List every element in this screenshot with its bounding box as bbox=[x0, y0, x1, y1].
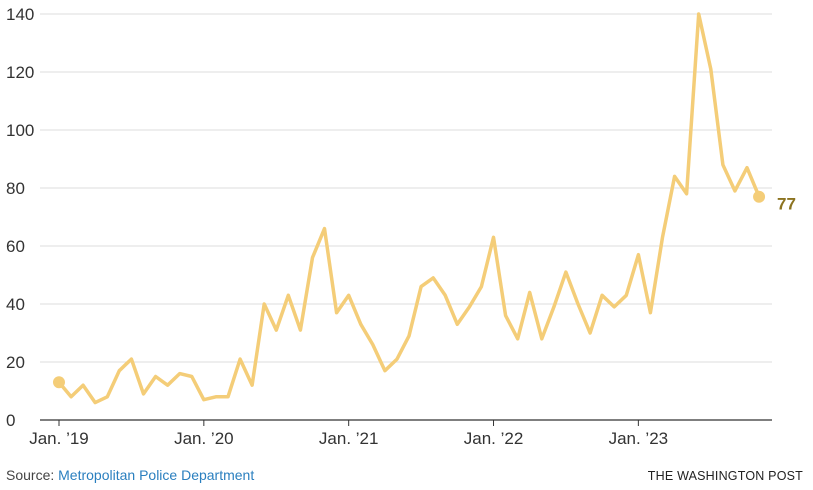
x-tick-label: Jan. ’20 bbox=[174, 429, 234, 448]
y-tick-label: 80 bbox=[6, 179, 25, 198]
y-tick-label: 40 bbox=[6, 295, 25, 314]
y-tick-label: 100 bbox=[6, 121, 34, 140]
y-tick-label: 0 bbox=[6, 411, 15, 430]
x-tick-label: Jan. ’23 bbox=[609, 429, 669, 448]
source-prefix: Source: bbox=[6, 467, 59, 483]
x-tick-label: Jan. ’22 bbox=[464, 429, 524, 448]
source-note: Source: Metropolitan Police Department bbox=[6, 467, 254, 483]
gridlines bbox=[40, 13, 772, 421]
start-point-marker bbox=[53, 376, 65, 389]
y-tick-label: 120 bbox=[6, 63, 34, 82]
publisher-credit: The Washington Post bbox=[647, 469, 803, 483]
y-tick-label: 60 bbox=[6, 237, 25, 256]
end-value-label: 77 bbox=[777, 195, 796, 214]
end-point-marker bbox=[753, 190, 766, 203]
series-line bbox=[57, 12, 761, 405]
x-tick-label: Jan. ’21 bbox=[319, 429, 379, 448]
source-link[interactable]: Metropolitan Police Department bbox=[58, 467, 255, 483]
x-tick-label: Jan. ’19 bbox=[29, 429, 89, 448]
x-axis-tick-labels: Jan. ’19 Jan. ’20 Jan. ’21 Jan. ’22 Jan. ’23 bbox=[29, 420, 668, 448]
y-axis-tick-labels: 0 20 40 60 80 100 120 140 bbox=[6, 5, 34, 430]
y-tick-label: 20 bbox=[6, 353, 25, 372]
y-tick-label: 140 bbox=[6, 5, 34, 24]
